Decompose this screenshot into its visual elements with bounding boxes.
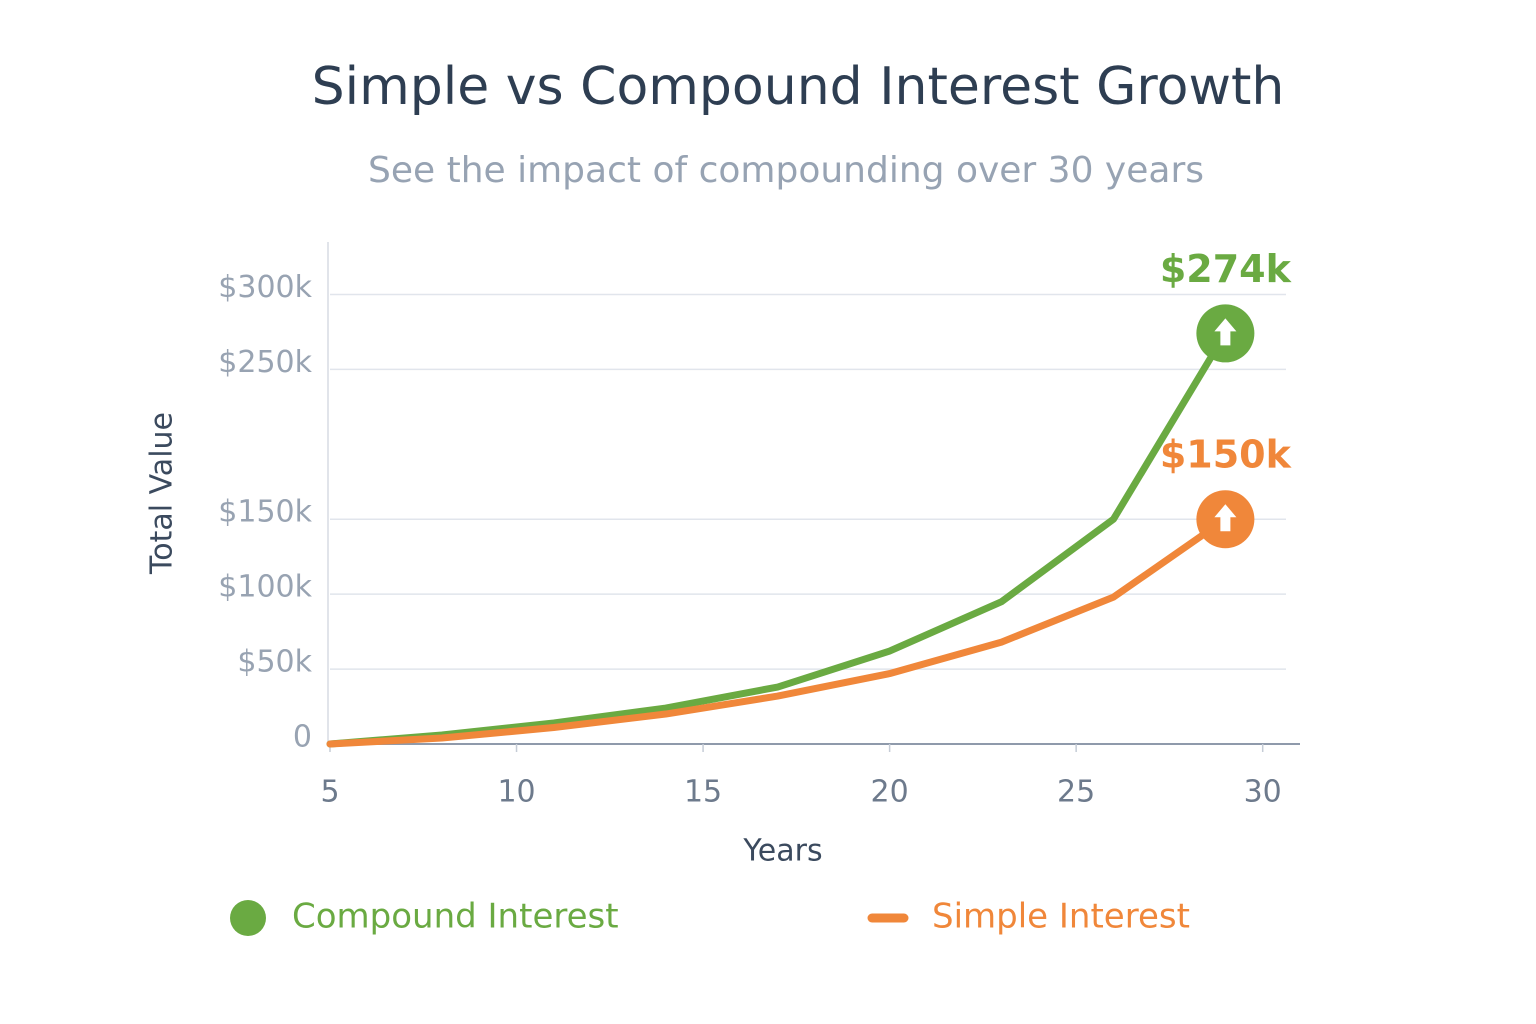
x-tick-label: 5 <box>320 775 339 810</box>
legend-label: Compound Interest <box>292 897 619 937</box>
value-label: $274k <box>1160 247 1292 291</box>
x-tick-label: 10 <box>497 775 535 810</box>
x-tick-label: 25 <box>1057 775 1095 810</box>
chart-subtitle: See the impact of compounding over 30 ye… <box>368 150 1204 191</box>
y-tick-label: $150k <box>218 495 312 530</box>
y-tick-label: 0 <box>293 720 312 755</box>
x-tick-label: 15 <box>684 775 722 810</box>
end-marker-icon <box>1214 504 1237 532</box>
series-line <box>326 515 1229 748</box>
y-tick-label: $100k <box>218 570 312 605</box>
end-marker-icon <box>1214 318 1237 346</box>
y-tick-label: $300k <box>218 270 312 305</box>
y-axis-title: Total Value <box>145 412 180 575</box>
legend-label: Simple Interest <box>932 897 1190 937</box>
y-tick-label: $50k <box>237 645 312 680</box>
chart-title: Simple vs Compound Interest Growth <box>312 57 1285 117</box>
x-tick-label: 30 <box>1244 775 1282 810</box>
legend-swatch <box>230 900 266 936</box>
series-line <box>326 329 1229 748</box>
value-label: $150k <box>1160 433 1292 477</box>
x-axis-title: Years <box>742 834 822 869</box>
x-tick-label: 20 <box>871 775 909 810</box>
y-tick-label: $250k <box>218 345 312 380</box>
